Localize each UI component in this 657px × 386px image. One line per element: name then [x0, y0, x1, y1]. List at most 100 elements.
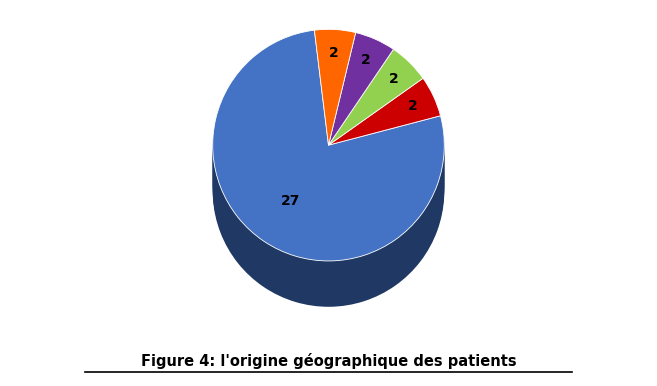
Wedge shape — [315, 63, 355, 178]
Text: 2: 2 — [407, 99, 417, 113]
Text: 2: 2 — [361, 53, 371, 68]
Wedge shape — [328, 83, 440, 150]
Wedge shape — [315, 39, 355, 155]
Wedge shape — [328, 96, 440, 163]
Wedge shape — [213, 66, 444, 296]
Wedge shape — [213, 51, 444, 281]
Wedge shape — [328, 76, 394, 188]
Wedge shape — [315, 75, 355, 191]
Wedge shape — [213, 58, 444, 289]
Wedge shape — [213, 61, 444, 291]
Wedge shape — [213, 71, 444, 302]
Wedge shape — [328, 99, 440, 166]
Wedge shape — [328, 63, 394, 176]
Wedge shape — [328, 77, 423, 173]
Wedge shape — [328, 93, 423, 188]
Wedge shape — [328, 90, 423, 186]
Wedge shape — [328, 86, 440, 153]
Wedge shape — [328, 54, 423, 150]
Wedge shape — [315, 73, 355, 188]
Wedge shape — [328, 58, 394, 171]
Text: 2: 2 — [388, 72, 398, 86]
Wedge shape — [328, 119, 440, 186]
Wedge shape — [328, 62, 423, 158]
Wedge shape — [328, 64, 423, 161]
Wedge shape — [328, 43, 394, 155]
Wedge shape — [328, 75, 423, 171]
Wedge shape — [328, 80, 423, 176]
Wedge shape — [213, 56, 444, 286]
Wedge shape — [213, 38, 444, 269]
Wedge shape — [315, 37, 355, 153]
Wedge shape — [328, 45, 394, 158]
Wedge shape — [213, 73, 444, 304]
Wedge shape — [328, 88, 440, 155]
Wedge shape — [328, 109, 440, 176]
Wedge shape — [328, 93, 440, 161]
Wedge shape — [315, 42, 355, 158]
Wedge shape — [328, 40, 394, 153]
Wedge shape — [328, 81, 440, 148]
Wedge shape — [328, 95, 423, 191]
Text: 2: 2 — [329, 46, 339, 60]
Wedge shape — [315, 47, 355, 163]
Wedge shape — [328, 91, 440, 158]
Wedge shape — [328, 117, 440, 183]
Wedge shape — [328, 49, 423, 145]
Wedge shape — [328, 104, 440, 171]
Wedge shape — [213, 53, 444, 284]
Wedge shape — [328, 101, 440, 168]
Wedge shape — [328, 52, 423, 148]
Wedge shape — [328, 71, 394, 183]
Wedge shape — [315, 55, 355, 171]
Wedge shape — [315, 52, 355, 168]
Wedge shape — [213, 68, 444, 299]
Wedge shape — [328, 35, 394, 148]
Wedge shape — [328, 85, 423, 181]
Wedge shape — [315, 34, 355, 150]
Wedge shape — [328, 106, 440, 173]
Wedge shape — [315, 32, 355, 148]
Text: 27: 27 — [281, 194, 300, 208]
Wedge shape — [328, 67, 423, 163]
Wedge shape — [328, 114, 440, 181]
Wedge shape — [328, 78, 394, 191]
Wedge shape — [213, 63, 444, 294]
Wedge shape — [328, 122, 440, 188]
Wedge shape — [328, 48, 394, 161]
Wedge shape — [328, 68, 394, 181]
Wedge shape — [315, 58, 355, 173]
Wedge shape — [315, 29, 355, 145]
Wedge shape — [315, 60, 355, 176]
Wedge shape — [213, 30, 444, 261]
Wedge shape — [328, 124, 440, 191]
Wedge shape — [328, 51, 394, 163]
Wedge shape — [213, 43, 444, 274]
Wedge shape — [315, 68, 355, 183]
Wedge shape — [328, 53, 394, 166]
Wedge shape — [328, 70, 423, 166]
Wedge shape — [328, 38, 394, 150]
Wedge shape — [328, 72, 423, 168]
Wedge shape — [328, 66, 394, 178]
Wedge shape — [328, 56, 394, 168]
Wedge shape — [328, 88, 423, 183]
Wedge shape — [328, 32, 394, 145]
Wedge shape — [213, 33, 444, 264]
Wedge shape — [328, 61, 394, 173]
Wedge shape — [213, 35, 444, 266]
Wedge shape — [213, 48, 444, 279]
Wedge shape — [315, 45, 355, 161]
Wedge shape — [328, 78, 440, 145]
Wedge shape — [328, 57, 423, 153]
Wedge shape — [328, 112, 440, 178]
Wedge shape — [328, 59, 423, 155]
Wedge shape — [213, 41, 444, 271]
Wedge shape — [328, 83, 423, 178]
Wedge shape — [328, 73, 394, 186]
Wedge shape — [315, 50, 355, 166]
Wedge shape — [315, 70, 355, 186]
Text: Figure 4: l'origine géographique des patients: Figure 4: l'origine géographique des pat… — [141, 353, 516, 369]
Wedge shape — [213, 76, 444, 307]
Wedge shape — [315, 65, 355, 181]
